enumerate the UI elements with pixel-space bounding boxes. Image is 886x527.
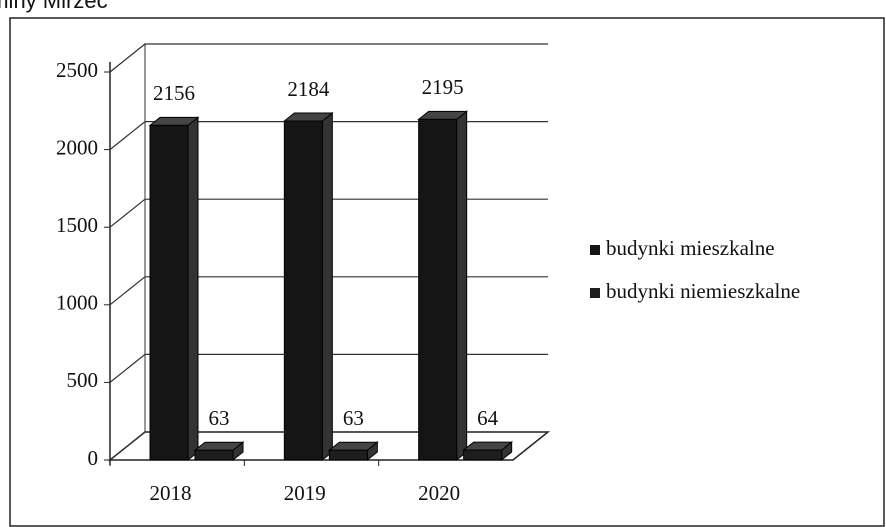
legend-swatch: [590, 245, 600, 255]
y-tick-label: 500: [67, 368, 99, 392]
grid-line: [109, 120, 548, 151]
y-tick-label: 1000: [56, 291, 98, 315]
y-tick-label: 0: [88, 446, 99, 470]
bar: [418, 118, 458, 461]
x-tick-label: 2019: [284, 481, 326, 505]
legend-label: budynki mieszkalne: [606, 236, 775, 260]
bar: [149, 124, 189, 461]
data-label: 2195: [422, 75, 464, 99]
bar: [328, 449, 368, 461]
bar: [194, 449, 234, 461]
bar-side: [456, 110, 468, 462]
bar: [283, 120, 323, 461]
bar: [463, 449, 503, 461]
y-tick-label: 2500: [56, 58, 98, 82]
chart-title: gminy Mirzec: [0, 0, 108, 13]
x-tick-label: 2020: [418, 481, 460, 505]
bar-side: [187, 116, 199, 462]
data-label: 64: [477, 406, 499, 430]
data-label: 63: [343, 406, 364, 430]
grid-line: [109, 276, 548, 306]
y-tick-label: 2000: [56, 135, 98, 159]
x-tick-label: 2018: [149, 481, 191, 505]
grid-line: [109, 198, 548, 228]
bar-side: [321, 112, 333, 462]
grid-line: [109, 353, 548, 383]
chart-frame: [9, 17, 885, 527]
legend-swatch: [590, 288, 600, 298]
data-label: 2184: [287, 77, 330, 101]
legend-label: budynki niemieszkalne: [606, 279, 800, 303]
data-label: 63: [209, 406, 230, 430]
y-tick-label: 1500: [56, 213, 98, 237]
data-label: 2156: [153, 81, 195, 105]
grid-line: [109, 431, 548, 461]
grid-line: [109, 43, 548, 73]
